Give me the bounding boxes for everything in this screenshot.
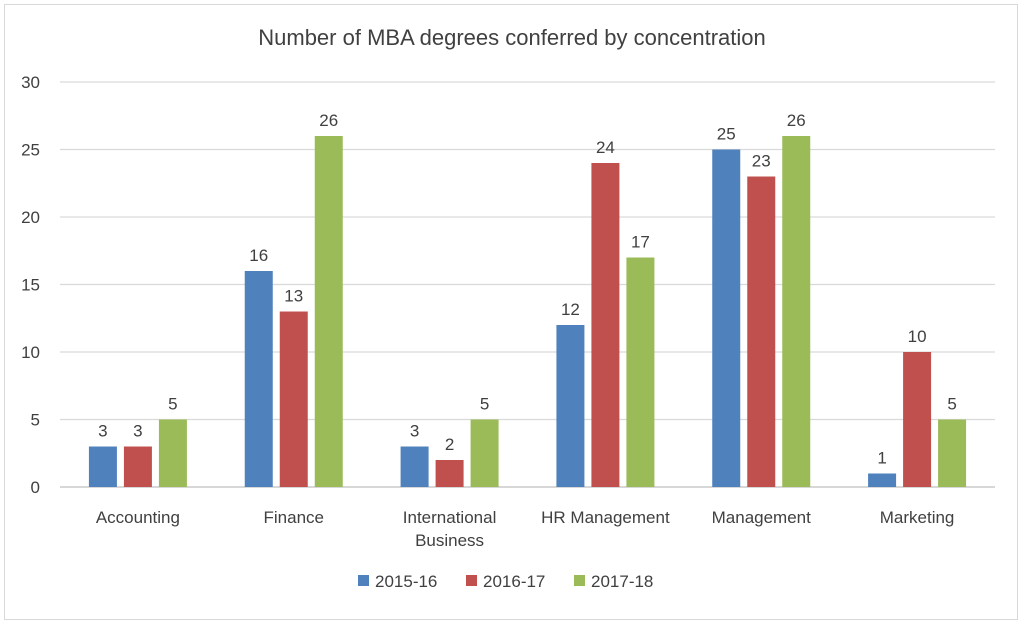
data-label: 5 (480, 395, 489, 414)
data-label: 26 (319, 111, 338, 130)
bar-2017-18-hr-management (626, 257, 655, 487)
bar-2015-16-finance (244, 271, 273, 487)
bar-2017-18-management (782, 136, 811, 487)
y-tick-label: 5 (31, 411, 40, 430)
x-category-label: Accounting (96, 508, 180, 527)
bar-2017-18-accounting (158, 419, 187, 487)
legend-swatch (574, 575, 585, 586)
data-label: 17 (631, 233, 650, 252)
data-label: 12 (561, 300, 580, 319)
legend-swatch (358, 575, 369, 586)
bar-2017-18-finance (314, 136, 343, 487)
data-label: 23 (752, 152, 771, 171)
legend: 2015-16 2016-17 2017-18 (358, 572, 653, 591)
legend-label: 2016-17 (483, 572, 545, 591)
bar-2016-17-international-business (435, 460, 464, 487)
bars (88, 136, 967, 487)
data-label: 3 (133, 422, 142, 441)
data-label: 2 (445, 435, 454, 454)
chart-title: Number of MBA degrees conferred by conce… (258, 25, 766, 50)
bar-2017-18-international-business (470, 419, 499, 487)
bar-2015-16-hr-management (556, 325, 585, 487)
bar-2016-17-management (747, 176, 776, 487)
bar-2015-16-accounting (88, 446, 117, 487)
data-label: 24 (596, 138, 615, 157)
y-tick-label: 0 (31, 478, 40, 497)
bar-2016-17-hr-management (591, 163, 620, 487)
legend-label: 2015-16 (375, 572, 437, 591)
y-tick-label: 10 (21, 343, 40, 362)
x-category-label: International Business (403, 508, 497, 550)
data-label: 13 (284, 287, 303, 306)
x-category-label: Management (712, 508, 812, 527)
legend-label: 2017-18 (591, 572, 653, 591)
x-axis-categories: Accounting Finance International Business HR… (96, 508, 955, 550)
data-label: 16 (249, 246, 268, 265)
data-label: 10 (908, 327, 927, 346)
y-tick-label: 30 (21, 73, 40, 92)
y-tick-label: 15 (21, 276, 40, 295)
gridlines (60, 81, 995, 488)
bar-2016-17-marketing (903, 352, 932, 487)
bar-2015-16-international-business (400, 446, 429, 487)
x-category-label: Finance (264, 508, 324, 527)
x-category-label: HR Management (541, 508, 670, 527)
data-label: 25 (717, 125, 736, 144)
x-category-label: Marketing (880, 508, 955, 527)
bar-2016-17-accounting (123, 446, 152, 487)
bar-2015-16-marketing (868, 473, 897, 487)
bar-2017-18-marketing (938, 419, 967, 487)
y-tick-label: 20 (21, 208, 40, 227)
data-label: 3 (98, 422, 107, 441)
chart-frame (4, 4, 1018, 620)
data-label: 3 (410, 422, 419, 441)
bar-2015-16-management (712, 149, 741, 487)
data-label: 1 (877, 449, 886, 468)
y-tick-label: 25 (21, 141, 40, 160)
data-label: 5 (947, 395, 956, 414)
legend-swatch (466, 575, 477, 586)
data-label: 5 (168, 395, 177, 414)
y-axis-ticks: 0 5 10 15 20 25 30 (21, 73, 40, 497)
bar-2016-17-finance (279, 311, 308, 487)
data-label: 26 (787, 111, 806, 130)
